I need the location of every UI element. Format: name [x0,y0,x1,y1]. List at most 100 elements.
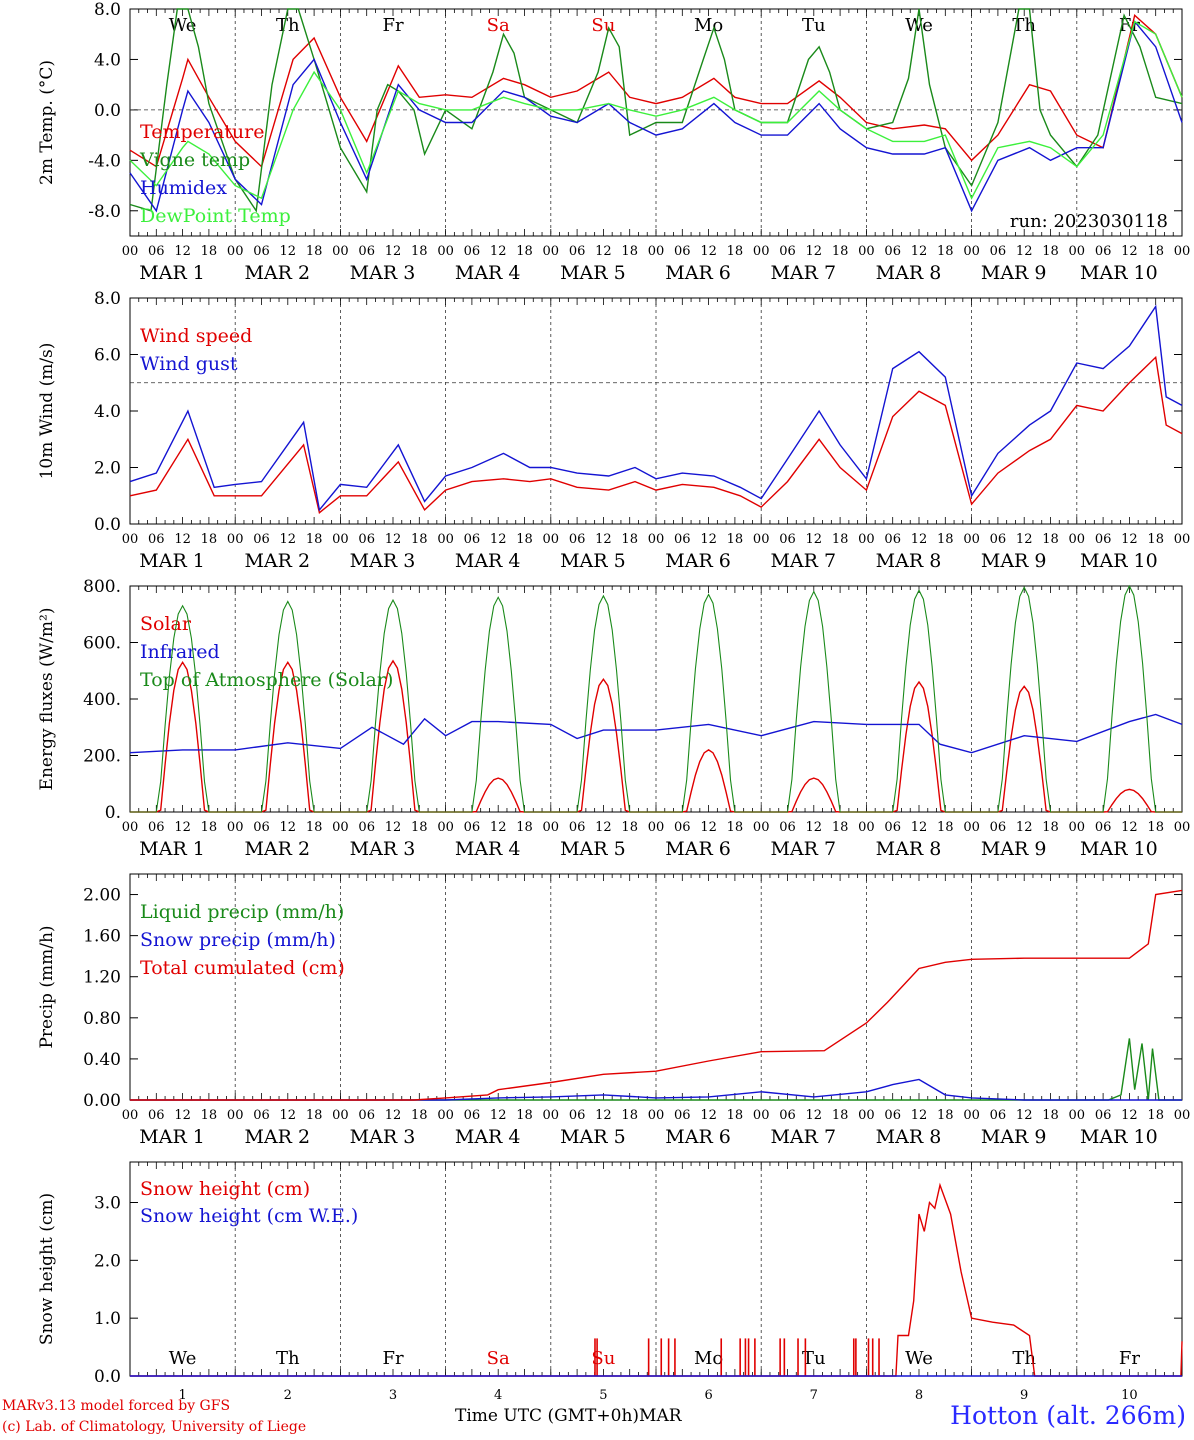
x-hour-label: 06 [148,1108,165,1123]
x-day-label: MAR 1 [139,262,205,284]
x-hour-label: 12 [595,820,612,835]
series-humidex [129,20,1183,213]
x-hour-label: 06 [674,820,691,835]
x-hour-label: 12 [700,1108,717,1123]
x-hour-label: 18 [306,1108,323,1123]
series-temperature [129,13,1183,168]
x-day-label: MAR 7 [770,550,836,572]
legend-entry: Snow precip (mm/h) [140,929,336,951]
x-hour-label: 12 [385,1108,402,1123]
x-hour-label: 00 [858,820,875,835]
series-top-of-atmosphere-solar [130,584,1182,813]
x-hour-label: 18 [1147,532,1164,547]
x-day-label: MAR 1 [139,1126,205,1148]
x-hour-label: 12 [911,244,928,259]
x-hour-label: 00 [858,1108,875,1123]
x-hour-label: 00 [963,532,980,547]
x-hour-label: 00 [437,820,454,835]
x-hour-label: 00 [332,244,349,259]
x-hour-label: 06 [779,1108,796,1123]
x-hour-label: 12 [1016,820,1033,835]
y-tick-label: 200. [83,747,121,767]
y-tick-label: 0.0 [94,101,121,121]
x-hour-label: 12 [490,532,507,547]
y-tick-label: -4.0 [88,151,121,171]
weekday-label: We [905,1348,933,1369]
x-hour-label: 00 [753,244,770,259]
x-hour-label: 06 [148,532,165,547]
x-hour-label: 12 [1121,532,1138,547]
x-hour-label: 12 [280,244,297,259]
x-hour-label: 00 [963,1108,980,1123]
x-hour-label: 18 [937,820,954,835]
x-hour-label: 06 [990,244,1007,259]
x-hour-label: 00 [753,1108,770,1123]
x-hour-label: 12 [1121,244,1138,259]
run-annotation: run: 2023030118 [1010,211,1168,232]
x-hour-label: 12 [1016,244,1033,259]
x-hour-label: 12 [806,244,823,259]
x-hour-label: 18 [1042,244,1059,259]
x-hour-label: 18 [411,820,428,835]
y-tick-label: 0. [105,803,121,823]
x-day-label: MAR 9 [981,550,1047,572]
x-hour-label: 00 [963,820,980,835]
x-day-number: 4 [494,1388,502,1403]
x-hour-label: 06 [569,244,586,259]
x-hour-label: 06 [1095,1108,1112,1123]
legend-entry: Humidex [140,177,227,199]
y-tick-label: 1.60 [83,927,121,947]
x-hour-label: 12 [490,1108,507,1123]
x-hour-label: 12 [174,244,191,259]
panel-4: 2.00 1.60 1.20 0.80 0.40 0.00 Precip (mm/h) 00 0… [37,873,1190,1148]
x-hour-label: 18 [411,532,428,547]
x-day-label: MAR 3 [350,838,416,860]
x-hour-label: 00 [122,244,139,259]
x-hour-label: 18 [411,1108,428,1123]
x-hour-label: 18 [1147,244,1164,259]
x-day-label: MAR 10 [1080,550,1158,572]
x-hour-label: 06 [990,1108,1007,1123]
x-day-number: 10 [1121,1388,1138,1403]
x-hour-label: 00 [1069,532,1086,547]
y-axis-label: 10m Wind (m/s) [37,343,57,480]
weekday-label: Su [591,15,615,36]
x-hour-label: 06 [464,532,481,547]
x-hour-label: 00 [648,820,665,835]
x-hour-label: 18 [621,532,638,547]
x-day-label: MAR 8 [876,262,942,284]
x-hour-label: 06 [464,1108,481,1123]
x-hour-label: 00 [543,820,560,835]
x-hour-label: 18 [621,1108,638,1123]
x-hour-label: 06 [253,244,270,259]
x-day-label: MAR 9 [981,838,1047,860]
weekday-label: Sa [487,15,510,36]
x-hour-label: 18 [201,532,218,547]
x-day-label: MAR 2 [244,262,310,284]
x-hour-label: 00 [648,1108,665,1123]
x-hour-label: 00 [753,820,770,835]
series-dewpoint-temp [129,20,1183,200]
x-hour-label: 00 [437,1108,454,1123]
x-hour-label: 18 [516,532,533,547]
x-day-label: MAR 2 [244,1126,310,1148]
x-hour-label: 06 [990,820,1007,835]
y-tick-label: 8.0 [94,0,121,20]
weekday-label: We [169,1348,197,1369]
x-day-label: MAR 6 [665,550,731,572]
y-tick-label: 2.0 [94,1251,121,1271]
x-hour-label: 12 [385,532,402,547]
x-day-label: MAR 6 [665,838,731,860]
x-day-number: 1 [178,1388,186,1403]
x-hour-label: 12 [700,244,717,259]
y-tick-label: 2.0 [94,459,121,479]
weekday-label: Tu [802,15,826,36]
series-total-cumulated-cm [130,889,1183,1101]
x-axis-title-month: MAR [639,1406,682,1426]
x-hour-label: 06 [1095,820,1112,835]
x-day-number: 2 [284,1388,292,1403]
x-day-label: MAR 10 [1080,262,1158,284]
x-hour-label: 06 [674,1108,691,1123]
x-hour-label: 06 [148,820,165,835]
